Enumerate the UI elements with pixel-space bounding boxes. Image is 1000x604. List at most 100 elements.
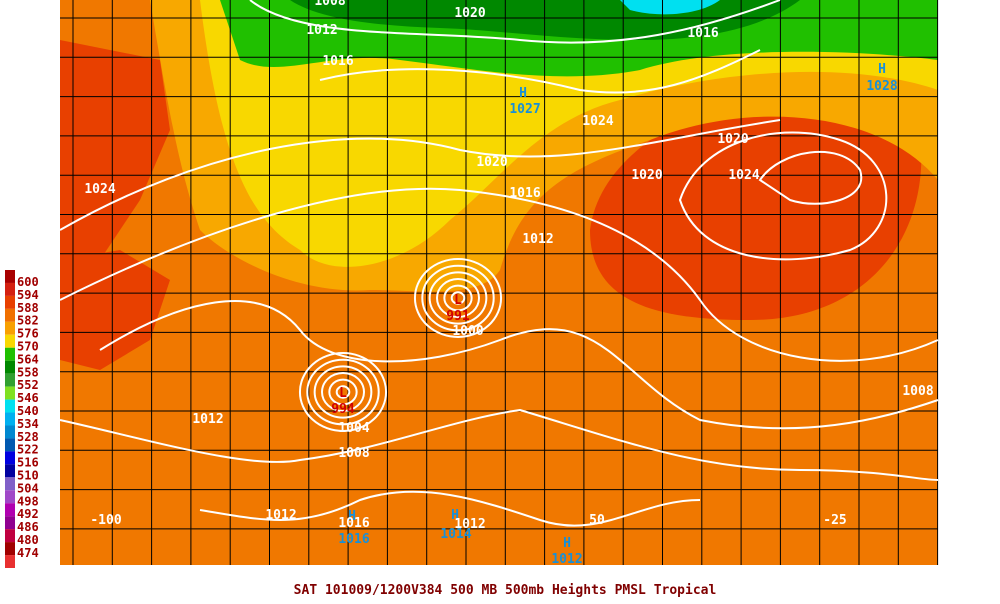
- pressure-label: H: [519, 86, 527, 101]
- legend-swatch: [5, 270, 15, 283]
- pressure-label: 1016: [322, 54, 353, 69]
- legend-label: 486: [17, 520, 39, 534]
- legend-label: 600: [17, 275, 39, 289]
- pressure-label: 1012: [551, 552, 582, 567]
- longitude-label: 50: [589, 513, 605, 528]
- legend-label: 522: [17, 443, 39, 457]
- pressure-label: L: [454, 293, 462, 308]
- pressure-label: H: [563, 536, 571, 551]
- pressure-label: 1016: [687, 26, 718, 41]
- pressure-label: 994: [331, 402, 355, 417]
- pressure-label: 1012: [265, 508, 296, 523]
- pressure-label: 991: [446, 309, 470, 324]
- pressure-label: 1020: [631, 168, 662, 183]
- legend-label: 594: [17, 288, 39, 302]
- legend-swatch: [5, 282, 15, 296]
- pressure-label: 1020: [454, 6, 485, 21]
- legend-swatch: [5, 529, 15, 543]
- pressure-label: 1028: [866, 79, 897, 94]
- pressure-label: 1000: [452, 324, 483, 339]
- pressure-label: 1024: [84, 182, 115, 197]
- pressure-label: 1004: [338, 421, 369, 436]
- legend-label: 474: [17, 546, 39, 560]
- legend-label: 510: [17, 469, 39, 483]
- low-isobar: [428, 271, 488, 325]
- low-isobar: [413, 258, 503, 338]
- pressure-label: 1014: [440, 527, 471, 542]
- pressure-label: 1008: [314, 0, 345, 9]
- pressure-label: 1020: [476, 155, 507, 170]
- pressure-label: 1012: [306, 23, 337, 38]
- low-isobar: [450, 291, 466, 305]
- legend-label: 540: [17, 404, 39, 418]
- legend-swatch: [5, 555, 15, 568]
- footer-caption: SAT 101009/1200V384 500 MB 500mb Heights…: [294, 583, 717, 598]
- legend-label: 570: [17, 340, 39, 354]
- legend-label: 552: [17, 378, 39, 392]
- pressure-label: 1020: [717, 132, 748, 147]
- grid: [60, 0, 939, 565]
- pressure-label: 1027: [509, 102, 540, 117]
- legend-label: 498: [17, 494, 39, 508]
- legend-swatch: [5, 516, 15, 530]
- legend-swatch: [5, 451, 15, 465]
- legend-swatch: [5, 438, 15, 452]
- legend-swatch: [5, 373, 15, 387]
- pressure-label: 1012: [454, 517, 485, 532]
- legend-swatch: [5, 425, 15, 439]
- pressure-label: H: [878, 62, 886, 77]
- color-legend: 6005945885825765705645585525465405345285…: [5, 270, 39, 568]
- low-isobar: [321, 372, 365, 412]
- legend-label: 516: [17, 456, 39, 470]
- legend-label: 576: [17, 327, 39, 341]
- legend-swatch: [5, 464, 15, 478]
- pressure-label: 1016: [338, 532, 369, 547]
- legend-swatch: [5, 542, 15, 556]
- legend-label: 528: [17, 430, 39, 444]
- legend-swatch: [5, 386, 15, 400]
- legend-label: 588: [17, 301, 39, 315]
- pressure-label: H: [348, 509, 356, 524]
- legend-label: 534: [17, 417, 39, 431]
- low-isobar: [306, 358, 380, 426]
- legend-swatch: [5, 308, 15, 322]
- low-isobar: [421, 264, 495, 332]
- legend-swatch: [5, 503, 15, 517]
- legend-swatch: [5, 321, 15, 335]
- legend-label: 504: [17, 481, 39, 495]
- isobars: [59, 0, 939, 527]
- pressure-label: 1016: [338, 516, 369, 531]
- legend-swatch: [5, 490, 15, 504]
- pressure-label: 1024: [582, 114, 613, 129]
- pressure-label: 1008: [902, 384, 933, 399]
- legend-swatch: [5, 412, 15, 426]
- pressure-label: H: [451, 508, 459, 523]
- longitude-label: -25: [823, 513, 846, 528]
- pressure-label: 1012: [522, 232, 553, 247]
- legend-label: 564: [17, 352, 39, 366]
- pressure-label: 1024: [728, 168, 759, 183]
- low-isobar: [443, 284, 473, 312]
- legend-swatch: [5, 477, 15, 491]
- legend-label: 480: [17, 533, 39, 547]
- low-isobar: [313, 365, 373, 419]
- low-isobar: [436, 278, 480, 318]
- low-isobar: [335, 385, 351, 399]
- map-labels: 10081020101210161016H1027H10281024102010…: [84, 0, 933, 567]
- low-isobar: [328, 378, 358, 406]
- legend-label: 582: [17, 314, 39, 328]
- longitude-label: -100: [90, 513, 121, 528]
- pressure-label: 1012: [192, 412, 223, 427]
- legend-label: 558: [17, 365, 39, 379]
- legend-swatch: [5, 399, 15, 413]
- legend-swatch: [5, 295, 15, 309]
- pressure-label: 1016: [509, 186, 540, 201]
- pressure-label: 1008: [338, 446, 369, 461]
- legend-swatch: [5, 334, 15, 348]
- legend-label: 492: [17, 507, 39, 521]
- legend-label: 546: [17, 391, 39, 405]
- pressure-label: L: [339, 386, 347, 401]
- legend-swatch: [5, 347, 15, 361]
- low-isobar: [298, 352, 388, 432]
